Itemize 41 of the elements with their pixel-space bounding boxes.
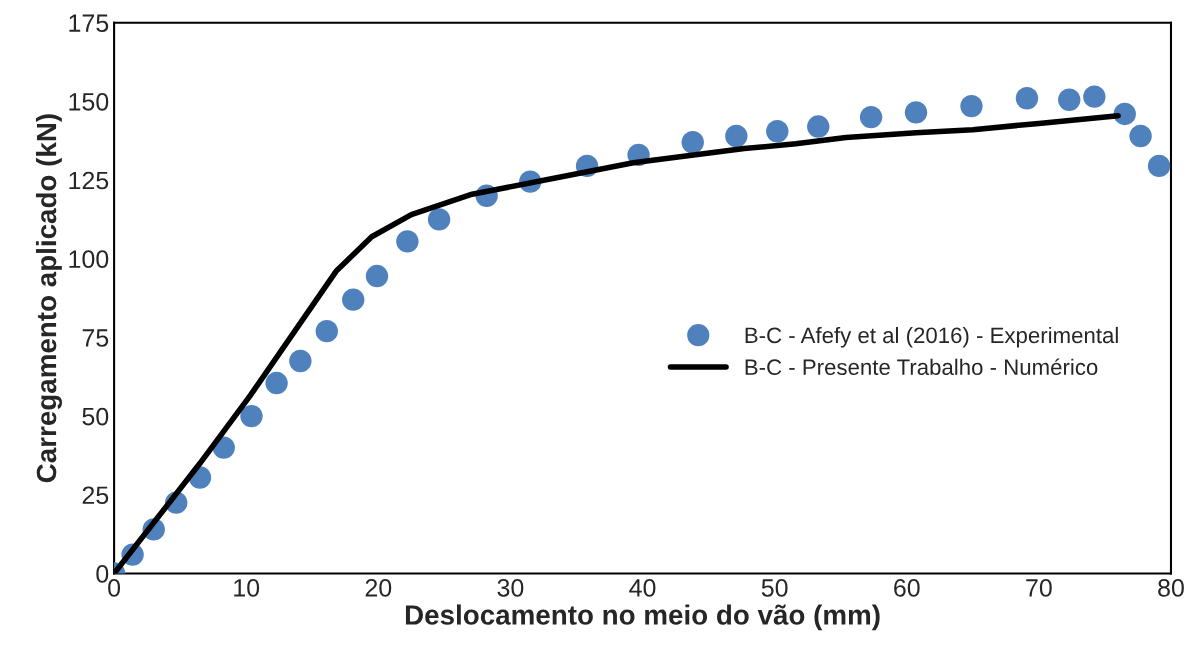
x-tick-label: 40 [629,579,656,597]
x-tick-label: 50 [761,579,788,597]
point [960,94,983,118]
x-axis-title: Deslocamento no meio do vão (mm) [405,604,880,631]
y-tick-label: 100 [69,250,109,269]
point [904,101,928,124]
y-tick-label: 175 [69,14,109,32]
y-tick-label: 150 [69,92,109,111]
point [315,319,338,343]
legend-label: B-C - Presente Trabalho - Numérico [745,358,1098,376]
point [1129,124,1152,148]
x-tick-label: 70 [1026,579,1052,597]
point [396,230,419,253]
point [1015,87,1039,110]
y-tick-label: 50 [82,407,109,426]
legend-label: B-C - Afefy et al (2016) - Experimental [745,326,1118,348]
point [1083,85,1106,108]
y-tick-label: 75 [82,329,109,347]
y-axis-title: Carregamento aplicado (kN) [35,114,62,483]
point [427,208,451,231]
point [859,105,883,129]
point [342,288,365,311]
x-tick-label: 20 [365,579,392,597]
point [1058,88,1081,111]
point [365,264,389,288]
x-tick-label: 30 [497,579,524,597]
x-tick-label: 60 [894,579,920,597]
point [766,120,789,143]
x-tick-label: 80 [1158,579,1184,597]
point [807,115,830,138]
point [1147,154,1171,178]
x-tick-label: 0 [108,579,121,597]
point [240,404,263,428]
y-tick-label: 25 [82,486,109,505]
point [289,349,312,373]
point [725,124,748,148]
y-tick-label: 0 [96,565,109,583]
y-tick-label: 125 [69,171,109,190]
x-tick-label: 10 [234,579,260,597]
point [681,131,704,154]
point [265,371,288,395]
